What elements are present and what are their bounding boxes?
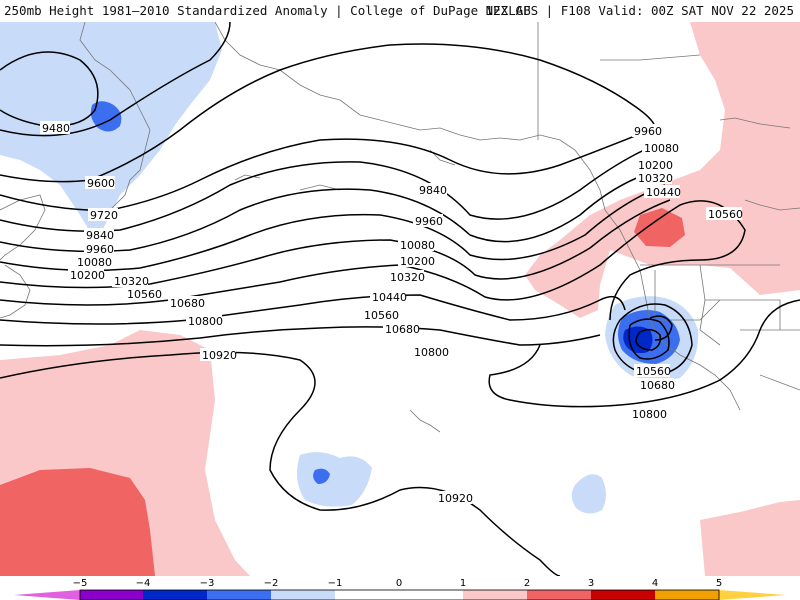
positive-anomaly-core [634,208,685,247]
colorbar-swatch [14,590,80,600]
contour-label: 9480 [42,122,70,135]
positive-anomaly-southwest-core [0,468,155,576]
contour-labels: 9480 9600 9720 9840 9960 10080 10200 103… [40,121,743,505]
colorbar-swatches [14,589,786,600]
negative-anomaly-pacific [296,452,372,507]
colorbar-tick: −4 [136,578,151,589]
contour-label: 10560 [636,365,671,378]
contour-label: 10680 [385,323,420,336]
contour-label: 10080 [77,256,112,269]
contour-label: 9840 [86,229,114,242]
contour-label: 10800 [632,408,667,421]
colorbar-swatch [655,590,719,600]
contour-label: 10320 [638,172,673,185]
negative-anomaly-core [90,101,122,132]
contour-label: 10080 [644,142,679,155]
positive-anomaly-southeast [700,500,800,576]
contour-label: 10440 [372,291,407,304]
negative-anomaly-pacific-core [313,468,330,484]
contour-label: 9720 [90,209,118,222]
colorbar-swatch [591,590,655,600]
contour-label: 10560 [127,288,162,301]
contour-label: 10680 [170,297,205,310]
map-header: 250mb Height 1981–2010 Standardized Anom… [0,0,800,22]
anomaly-colorbar: −5 −4 −3 −2 −1 0 1 2 3 4 5 [0,576,800,600]
contour-label: 9840 [419,184,447,197]
contour-label: 10800 [188,315,223,328]
colorbar-swatch [80,590,143,600]
colorbar-tick-labels: −5 −4 −3 −2 −1 0 1 2 3 4 5 [73,578,723,589]
contour-label: 10200 [70,269,105,282]
contour-label: 10200 [638,159,673,172]
contour-label: 10560 [364,309,399,322]
colorbar-swatch [399,590,463,600]
colorbar-tick: 3 [588,578,594,589]
contour-label: 9600 [87,177,115,190]
colorbar-swatch [271,590,335,600]
map-title: 250mb Height 1981–2010 Standardized Anom… [4,3,531,18]
colorbar-tick: 1 [460,578,466,589]
contour-label: 10800 [414,346,449,359]
contour-label: 10920 [202,349,237,362]
contour-label: 10920 [438,492,473,505]
colorbar-tick: 5 [716,578,722,589]
contour-label: 9960 [634,125,662,138]
contour-label: 10320 [114,275,149,288]
colorbar-tick: −5 [73,578,88,589]
colorbar-swatch [207,590,271,600]
model-run-info: 12Z GFS | F108 Valid: 00Z SAT NOV 22 202… [485,3,794,18]
colorbar-swatch [463,590,527,600]
colorbar-swatch [527,590,591,600]
contour-label: 9960 [415,215,443,228]
colorbar-tick: −3 [200,578,215,589]
contour-label: 10200 [400,255,435,268]
contour-label: 9960 [86,243,114,256]
colorbar-tick: −1 [328,578,343,589]
weather-map: 9480 9600 9720 9840 9960 10080 10200 103… [0,22,800,576]
colorbar-swatch [335,590,399,600]
colorbar-swatch [143,590,207,600]
colorbar-tick: 0 [396,578,402,589]
colorbar-tick: −2 [264,578,279,589]
contour-label: 10440 [646,186,681,199]
colorbar-tick: 4 [652,578,658,589]
contour-label: 10320 [390,271,425,284]
contour-label: 10680 [640,379,675,392]
contour-label: 10080 [400,239,435,252]
geographic-outlines [0,22,800,433]
colorbar-tick: 2 [524,578,530,589]
negative-anomaly-east-pacific [571,474,606,514]
contour-label: 10560 [708,208,743,221]
colorbar-swatch [719,590,786,600]
